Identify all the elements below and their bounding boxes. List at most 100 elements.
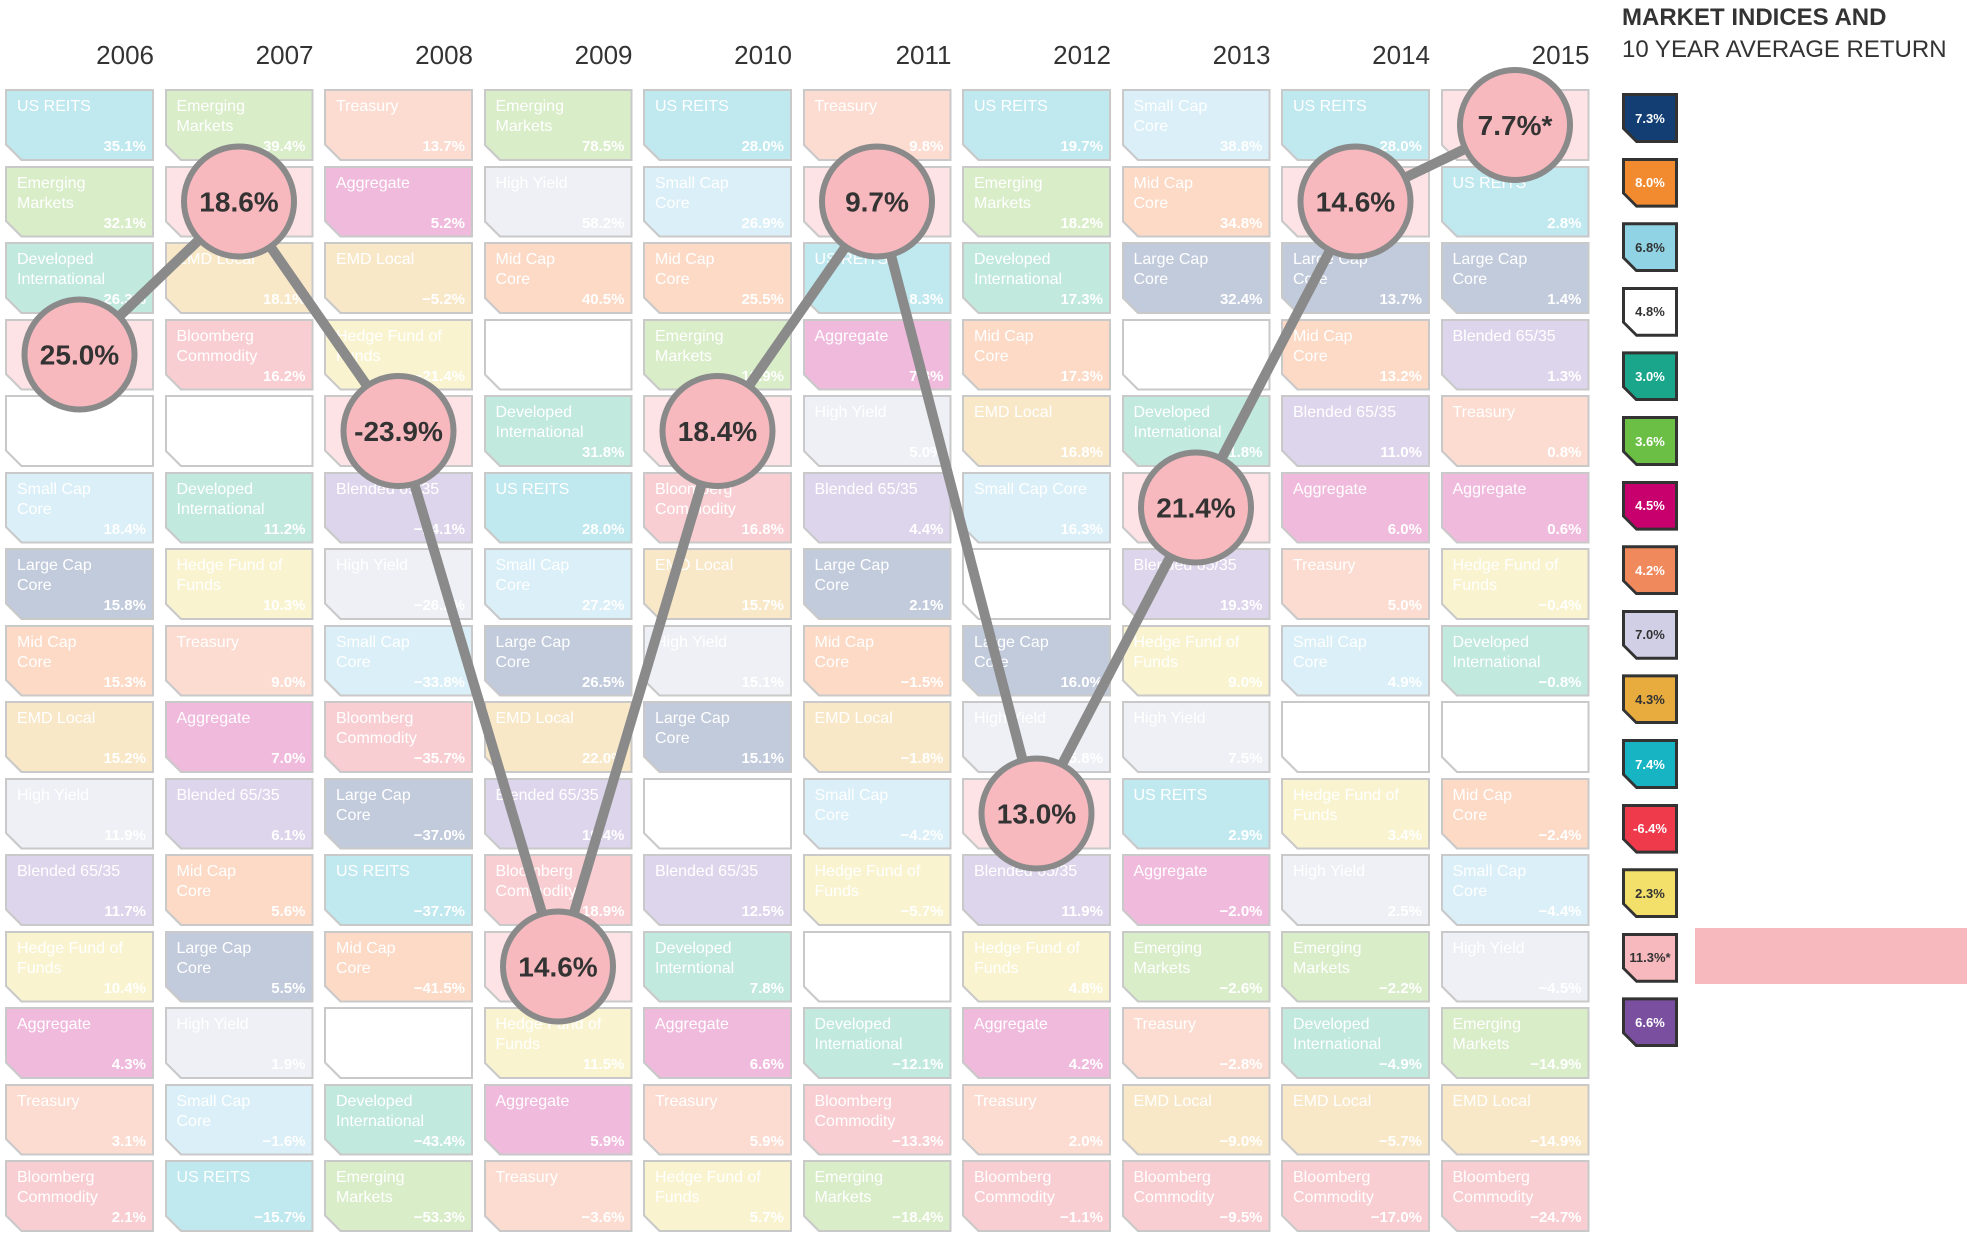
cell-fill: Blended 65/35 19.3% [1124,550,1269,618]
asset-name: Emerging Markets [495,98,564,135]
asset-name: Hedge Fund of Funds [17,939,123,977]
asset-name: Large Cap Core [1452,251,1528,288]
asset-return: −0.8% [1538,673,1582,691]
cell: Aggregate 4.2% [962,1007,1111,1079]
cell-fill: Bloomberg Commodity −13.3% [805,1086,950,1154]
cell-fill: Aggregate 7.0% [167,703,312,771]
cell-fill: Developed International 21.8% [1124,397,1269,465]
cell: Bloomberg Commodity −9.5% [1122,1160,1271,1232]
asset-return: 40.5% [581,291,625,308]
asset-name: Developed International [814,1016,903,1053]
legend-swatch: 4.5% [1622,481,1678,531]
legend-swatch: 11.3%* [1622,933,1678,983]
asset-name: Small Cap Core [1452,863,1527,900]
cell: Developed International −0.8% [1441,625,1590,697]
cell-fill: Treasury −3.6% [486,1162,631,1230]
asset-name: EMD Local [176,251,255,268]
asset-name: US REITS [1293,98,1367,115]
cell: Emerging Markets 39.4% [165,89,314,161]
cell: Treasury 5.9% [643,1084,792,1156]
legend-value: -6.4% [1625,807,1675,851]
asset-return: −2.0% [1219,903,1263,920]
asset-return: 19.3% [1219,597,1263,614]
asset-name: Mid Cap Core [814,633,875,671]
cell: High Yield 7.5% [1122,701,1271,773]
legend-value: 4.2% [1625,548,1675,592]
cell-fill: High Yield 7.5% [1124,703,1269,771]
cell: Mid Cap Core 17.3% [962,319,1111,391]
asset-return: 13.7% [422,138,465,155]
asset-return: 1.3% [1547,367,1582,385]
asset-return: 7.5% [1228,750,1263,767]
asset-return: 78.5% [581,138,625,155]
asset-name: Blended 65/35 [336,480,440,498]
cell-fill: EMD Local 22.0% [486,703,631,771]
cell: Blended 65/35 4.4% [803,472,952,544]
asset-return: −7.3% [900,979,944,997]
cell-fill: Hedge Fund of Funds 5.7% [645,1162,790,1230]
cell-fill: Large Cap Core 15.1% [645,703,790,771]
cell: Emerging Markets 18.2% [962,166,1111,238]
legend-value: 8.0% [1625,161,1675,205]
cell-fill [645,397,790,465]
asset-return: 32.1% [103,214,146,232]
asset-name: Developed International [336,1092,425,1130]
cell-fill: Mid Cap Core 40.5% [486,244,631,312]
asset-name: Small Cap Core [176,1092,251,1130]
cell-fill: Large Cap Core 26.5% [486,627,631,695]
cell: Global Equity −7.3% [803,931,952,1003]
cell: US REITS 2.9% [1122,778,1271,850]
asset-return: 16.3% [1060,520,1103,538]
asset-return: 4.9% [1387,673,1422,691]
asset-return: 31.8% [581,444,625,461]
legend-swatch: 8.0% [1622,158,1678,208]
cell-fill: EMD Local 15.2% [7,703,152,771]
cell-fill: High Yield 1.9% [167,1009,312,1077]
cell: Treasury 2.0% [962,1084,1111,1156]
cell: Blended 65/35 11.0% [1281,395,1430,467]
cell-fill: Global Equity 4.2% [1283,703,1428,771]
asset-name: Emerging Markets [655,327,724,365]
cell-fill: Hedge Fund of Funds −0.4% [1443,550,1588,618]
asset-name: Blended 65/35 [1133,557,1237,574]
asset-return: 39.4% [262,138,306,155]
asset-name: EMD Local [655,557,734,574]
cell: Global Equity 12.7% [643,778,792,850]
cell-fill: Hedge Fund of Funds 4.8% [964,933,1109,1001]
asset-name: US REITS [17,98,91,115]
asset-return: 11.9% [1061,903,1103,920]
legend-swatch: 7.3% [1622,93,1678,143]
cell: Developed International 17.3% [962,242,1111,314]
cell-fill: Bloomberg Commodity 2.1% [7,1162,152,1230]
cell-fill: Mid Cap Core 34.8% [1124,168,1269,236]
cell-fill: Emerging Markets −2.2% [1283,933,1428,1001]
cell: Aggregate 0.6% [1441,472,1590,544]
asset-name: US REITS [176,1169,251,1186]
asset-return: −15.7% [254,1209,306,1226]
cell: Large Cap Core 2.1% [803,548,952,620]
asset-return: 58.2% [581,214,625,232]
legend-value: 3.6% [1625,419,1675,463]
asset-return: 9.0% [271,673,306,691]
cell-fill: Large Cap Core 15.8% [7,550,152,618]
asset-name: Emerging Markets [974,174,1043,212]
asset-name: Developed International [1452,633,1541,671]
asset-return: 27.2% [581,597,625,614]
cell: Aggregate −2.0% [1122,854,1271,926]
cell-fill: Developed International −4.9% [1283,1009,1428,1077]
cell-fill: Emerging Markets −14.9% [1443,1009,1588,1077]
asset-name: Blended 65/35 [974,863,1078,880]
legend-value: 3.0% [1625,354,1675,398]
cell: Mid Cap Core −1.5% [803,625,952,697]
asset-name: Global Equity [495,327,542,365]
asset-return: 34.6% [581,367,625,385]
cell-fill: Small Cap Core 38.8% [1124,91,1269,159]
cell [1122,472,1271,544]
asset-return: 1.4% [1547,291,1582,308]
asset-return: 25.5% [741,291,784,308]
cell-fill: Treasury 5.9% [645,1086,790,1154]
cell: Large Cap Core 13.7% [1281,242,1430,314]
asset-return: 2.8% [1547,214,1582,232]
cell: Bloomberg Commodity −35.7% [324,701,473,773]
cell: EMD Local −9.0% [1122,1084,1271,1156]
